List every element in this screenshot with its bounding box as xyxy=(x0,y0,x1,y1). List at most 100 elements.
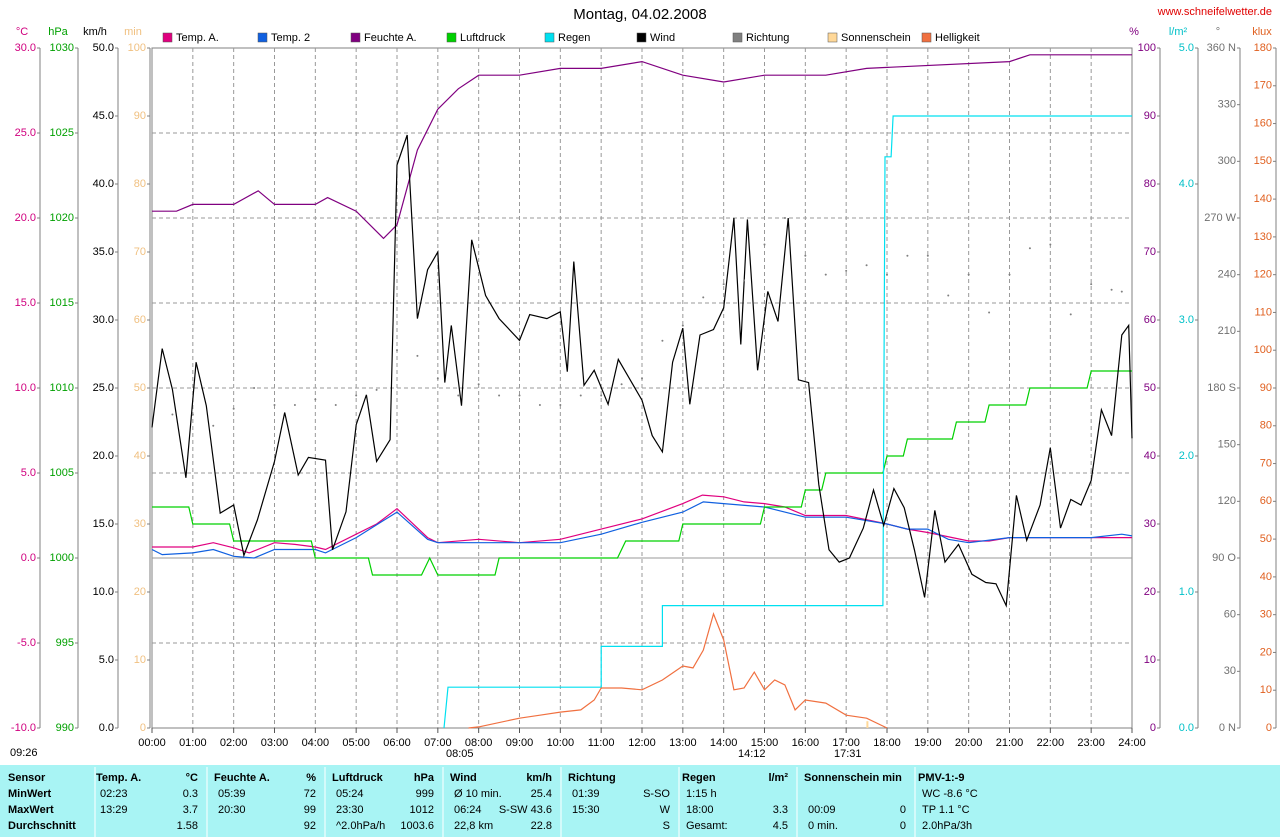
source: www.schneifelwetter.de xyxy=(1157,6,1272,18)
y-tick-label: 20 xyxy=(134,586,146,598)
x-tick-label: 21:00 xyxy=(996,737,1024,749)
y-tick-label: 130 xyxy=(1254,231,1272,243)
y-tick-label: 50 xyxy=(134,382,146,394)
y-tick-label: 30 xyxy=(134,518,146,530)
y-tick-label: 90 xyxy=(1260,382,1272,394)
table-cell: 0 min. xyxy=(808,820,838,832)
axis-unit: hPa xyxy=(48,26,68,38)
y-tick-label: 5.0 xyxy=(21,467,36,479)
x-tick-label: 09:00 xyxy=(506,737,534,749)
direction-dot xyxy=(1028,247,1031,250)
table-cell: 0.3 xyxy=(183,788,198,800)
direction-dot xyxy=(1110,288,1113,291)
direction-dot xyxy=(661,339,664,342)
table-header: Sensor xyxy=(8,772,46,784)
direction-dot xyxy=(702,296,705,299)
y-tick-label: 30.0 xyxy=(15,42,36,54)
y-tick-label: 0 N xyxy=(1219,722,1236,734)
chart-title: Montag, 04.02.2008 xyxy=(573,6,706,23)
table-cell: 999 xyxy=(416,788,434,800)
y-tick-label: 1015 xyxy=(50,297,74,309)
table-cell: 0 xyxy=(900,804,906,816)
x-tick-label: 07:00 xyxy=(424,737,452,749)
x-tick-label: 00:00 xyxy=(138,737,166,749)
y-tick-label: 20 xyxy=(1260,646,1272,658)
y-tick-label: 360 N xyxy=(1207,42,1236,54)
annotation: 09:26 xyxy=(10,747,38,759)
legend-swatch xyxy=(544,32,555,43)
direction-dot xyxy=(886,273,888,276)
table-cell: 01:39 xyxy=(572,788,600,800)
table-cell: 22,8 km xyxy=(454,820,493,832)
y-tick-label: 1000 xyxy=(50,552,74,564)
x-tick-label: 14:00 xyxy=(710,737,738,749)
x-tick-label: 22:00 xyxy=(1037,737,1065,749)
direction-dot xyxy=(865,264,868,267)
table-cell: 00:09 xyxy=(808,804,836,816)
y-tick-label: 25.0 xyxy=(93,382,114,394)
y-tick-label: 180 xyxy=(1254,42,1272,54)
y-tick-label: 30 xyxy=(1260,609,1272,621)
series-line xyxy=(152,370,1132,576)
y-tick-label: 10 xyxy=(1144,654,1156,666)
direction-dot xyxy=(967,273,970,276)
y-tick-label: 100 xyxy=(128,42,146,54)
y-tick-label: 180 S xyxy=(1207,382,1236,394)
y-tick-label: 90 xyxy=(1144,110,1156,122)
x-tick-label: 01:00 xyxy=(179,737,207,749)
annotation: 17:31 xyxy=(834,748,862,760)
y-tick-label: 70 xyxy=(1144,246,1156,258)
table-cell: WC -8.6 °C xyxy=(922,788,978,800)
table-cell: 18:00 xyxy=(686,804,714,816)
table-cell: 3.7 xyxy=(183,804,198,816)
y-tick-label: 80 xyxy=(134,178,146,190)
table-header: Richtung xyxy=(568,772,616,784)
direction-dot xyxy=(355,394,358,397)
direction-dot xyxy=(191,413,194,416)
table-cell: 25.4 xyxy=(531,788,552,800)
direction-dot xyxy=(334,404,337,406)
table-cell: 06:24 xyxy=(454,804,482,816)
direction-dot xyxy=(988,311,991,314)
table-cell: 1012 xyxy=(410,804,434,816)
table-header: Luftdruck xyxy=(332,772,384,784)
x-tick-label: 18:00 xyxy=(873,737,901,749)
y-tick-label: 50.0 xyxy=(93,42,114,54)
y-tick-label: 25.0 xyxy=(15,127,36,139)
direction-dot xyxy=(926,254,929,257)
y-tick-label: 5.0 xyxy=(99,654,114,666)
x-tick-label: 20:00 xyxy=(955,737,983,749)
direction-dot xyxy=(293,404,296,406)
direction-dot xyxy=(498,394,501,397)
y-tick-label: 10.0 xyxy=(93,586,114,598)
x-tick-label: 19:00 xyxy=(914,737,942,749)
table-cell: 23:30 xyxy=(336,804,364,816)
axis-unit: % xyxy=(1129,26,1139,38)
y-tick-label: 50 xyxy=(1260,533,1272,545)
direction-dot xyxy=(436,377,439,380)
direction-dot xyxy=(1049,243,1052,246)
axis-unit: km/h xyxy=(83,26,107,38)
axis-unit: l/m² xyxy=(1169,26,1188,38)
table-cell: 72 xyxy=(304,788,316,800)
series-line xyxy=(468,612,888,729)
y-tick-label: 0 xyxy=(140,722,146,734)
direction-dot xyxy=(457,394,460,397)
y-tick-label: -10.0 xyxy=(11,722,36,734)
legend-swatch xyxy=(732,32,743,43)
direction-dot xyxy=(845,269,848,272)
legend-swatch xyxy=(446,32,457,43)
x-tick-label: 04:00 xyxy=(302,737,330,749)
y-tick-label: 100 xyxy=(1138,42,1156,54)
direction-dot xyxy=(804,254,807,257)
y-tick-label: 170 xyxy=(1254,80,1272,92)
y-tick-label: 10 xyxy=(134,654,146,666)
y-tick-label: 15.0 xyxy=(15,297,36,309)
y-tick-label: 20.0 xyxy=(93,450,114,462)
x-tick-label: 15:00 xyxy=(751,737,779,749)
y-tick-label: 1020 xyxy=(50,212,74,224)
y-tick-label: 60 xyxy=(134,314,146,326)
y-tick-label: 70 xyxy=(1260,457,1272,469)
y-tick-label: 150 xyxy=(1254,155,1272,167)
legend-swatch xyxy=(827,32,838,43)
